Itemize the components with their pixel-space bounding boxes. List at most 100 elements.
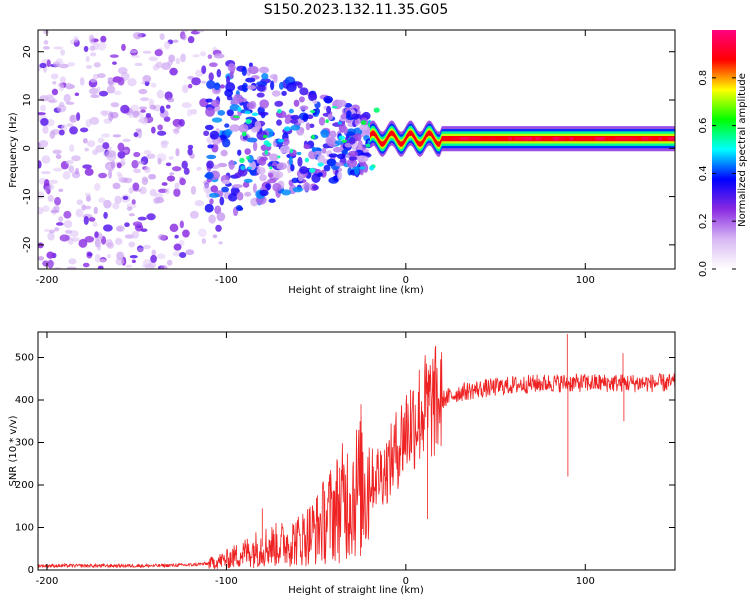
spectrogram-blob xyxy=(117,142,125,152)
spectrogram-blob xyxy=(272,182,282,192)
spectrogram-blob xyxy=(159,105,165,114)
snr-y-tick-label: 400 xyxy=(15,395,34,406)
spectrogram-blob xyxy=(205,106,215,117)
spectrogram-blob xyxy=(87,252,93,257)
spectrogram-blob xyxy=(239,157,245,163)
spectrogram-blob xyxy=(138,88,148,95)
spectrogram-blob xyxy=(268,198,276,203)
spectrogram-blob xyxy=(227,63,236,72)
spectrogram-blob xyxy=(367,140,371,144)
spectrogram-blob xyxy=(97,73,106,79)
spectrogram-blob xyxy=(220,149,228,157)
spectrogram-blob xyxy=(359,124,368,131)
spectrogram-blob xyxy=(297,82,303,89)
spectrogram-blob xyxy=(38,140,49,148)
spectrogram-blob xyxy=(335,162,344,167)
spectrogram-frame xyxy=(37,29,676,270)
spectrogram-blob xyxy=(224,89,234,97)
spectrogram-blob xyxy=(150,254,157,263)
spectrogram-blob xyxy=(118,173,123,182)
spectrogram-blob xyxy=(209,198,214,205)
spectrogram-blob xyxy=(201,65,207,74)
spectrogram-blob xyxy=(271,90,281,97)
spectrogram-marks xyxy=(38,30,675,269)
spectrogram-blob xyxy=(96,86,101,93)
spectrogram-blob xyxy=(112,134,122,138)
spectrogram-blob xyxy=(157,124,163,131)
spectrogram-blob xyxy=(165,104,171,109)
spectrogram-blob xyxy=(318,116,326,126)
spectrogram-blob xyxy=(303,181,310,192)
spectrogram-blob xyxy=(67,62,76,67)
snr-y-tick-label: 100 xyxy=(15,523,34,534)
spectrogram-blob xyxy=(256,84,266,92)
spectrogram-blob xyxy=(282,137,290,146)
spectrogram-blob xyxy=(55,222,64,226)
spectrogram-blob xyxy=(311,134,315,140)
spectrogram-blob xyxy=(346,158,358,168)
spectrogram-blob xyxy=(201,238,207,244)
spectrogram-blob xyxy=(83,45,89,53)
spectrogram-blob xyxy=(66,266,77,269)
spectrogram-blob xyxy=(131,159,139,169)
spectrogram-blob xyxy=(271,161,278,167)
spectrogram-blob xyxy=(89,116,100,125)
spectrogram-blob xyxy=(130,104,140,112)
spectrogram-blob xyxy=(341,139,348,143)
spectrogram-blob xyxy=(241,131,247,137)
spectrogram-x-tick-label: 0 xyxy=(403,275,409,286)
spectrogram-blob xyxy=(343,126,348,135)
spectrogram-blob xyxy=(173,188,181,197)
snr-line xyxy=(38,334,675,570)
spectrogram-blob xyxy=(98,172,108,179)
spectrogram-blob xyxy=(323,95,334,103)
spectrogram-blob xyxy=(166,175,176,182)
spectrogram-peak xyxy=(523,136,533,141)
snr-y-tick-label: 500 xyxy=(15,353,34,364)
spectrogram-blob xyxy=(82,164,92,169)
spectrogram-blob xyxy=(156,253,166,260)
spectrogram-blob xyxy=(84,192,92,197)
spectrogram-blob xyxy=(304,157,310,163)
spectrogram-blob xyxy=(173,243,182,251)
spectrogram-blob xyxy=(276,162,288,170)
spectrogram-y-tick-label: 20 xyxy=(22,45,33,58)
spectrogram-blob xyxy=(47,232,55,241)
spectrogram-blob xyxy=(219,84,225,89)
spectrogram-blob xyxy=(124,222,130,228)
spectrogram-blob xyxy=(98,90,109,97)
spectrogram-blob xyxy=(172,166,182,172)
spectrogram-blob xyxy=(154,49,163,57)
spectrogram-blob xyxy=(148,261,157,269)
spectrogram-blob xyxy=(90,52,97,57)
snr-x-ticks: -200 -100 0 100 xyxy=(36,332,595,587)
spectrogram-blob xyxy=(137,216,147,221)
spectrogram-blob xyxy=(237,149,242,156)
spectrogram-blob xyxy=(179,220,184,229)
spectrogram-peak xyxy=(495,136,502,141)
spectrogram-blob xyxy=(189,210,199,219)
spectrogram-blob xyxy=(243,178,253,183)
spectrogram-blob xyxy=(190,185,197,195)
spectrogram-blob xyxy=(41,155,51,164)
spectrogram-blob xyxy=(93,206,98,215)
snr-y-tick-label: 0 xyxy=(28,565,34,576)
spectrogram-blob xyxy=(169,67,178,76)
spectrogram-blob xyxy=(194,200,205,207)
spectrogram-blob xyxy=(198,228,207,238)
spectrogram-blob xyxy=(66,123,74,127)
spectrogram-blob xyxy=(46,59,51,68)
spectrogram-blob xyxy=(233,115,240,119)
spectrogram-blob xyxy=(82,262,90,268)
spectrogram-blob xyxy=(129,255,138,259)
spectrogram-peak xyxy=(641,136,652,141)
spectrogram-blob xyxy=(289,119,299,124)
colorbar: 0.0 0.2 0.4 0.6 0.8 Normalized spectral ampl… xyxy=(698,30,748,277)
spectrogram-blob xyxy=(323,164,331,172)
spectrogram-blob xyxy=(244,110,251,115)
spectrogram-blob xyxy=(334,140,344,145)
spectrogram-blob xyxy=(120,158,126,166)
spectrogram-blob xyxy=(112,182,121,190)
spectrogram-blob xyxy=(228,193,238,202)
